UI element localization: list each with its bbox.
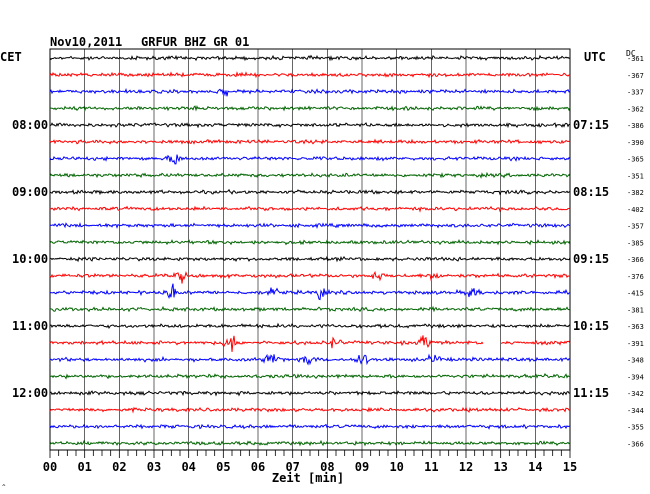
- x-tick-label: 01: [77, 460, 91, 474]
- trace-line: [49, 71, 571, 79]
- dc-offset-label: -365: [627, 156, 644, 164]
- x-tick-label: 03: [147, 460, 161, 474]
- dc-offset-label: -415: [627, 290, 644, 298]
- trace-line: [49, 270, 571, 284]
- dc-offset-label: -367: [627, 72, 644, 80]
- cet-hour-label: 12:00: [12, 386, 48, 400]
- dc-offset-label: -390: [627, 139, 644, 147]
- x-tick-label: 02: [112, 460, 126, 474]
- date-label: Nov10,2011: [50, 35, 122, 49]
- trace-line: [49, 122, 571, 129]
- dc-offset-label: -394: [627, 373, 644, 381]
- trace-line: [49, 255, 571, 263]
- dc-offset-label: -357: [627, 223, 644, 231]
- x-tick-label: 14: [528, 460, 542, 474]
- trace-line: [49, 406, 571, 414]
- x-tick-label: 13: [493, 460, 507, 474]
- trace-line: [49, 423, 571, 430]
- trace-line: [49, 87, 571, 97]
- cet-hour-label: 08:00: [12, 118, 48, 132]
- x-axis-title: Zeit [min]: [272, 471, 344, 485]
- trace-line: [49, 239, 571, 246]
- x-tick-label: 08: [320, 460, 334, 474]
- left-timezone-label: CET: [0, 50, 22, 64]
- trace-line: [49, 283, 571, 301]
- x-tick-label: 10: [389, 460, 403, 474]
- trace-group: [49, 54, 571, 447]
- station-label: GRFUR BHZ GR 01: [141, 35, 249, 49]
- trace-line: [49, 389, 571, 397]
- dc-offset-label: -337: [627, 89, 644, 97]
- trace-line: [49, 222, 571, 230]
- dc-label: DC: [626, 49, 636, 58]
- trace-line: [49, 439, 571, 447]
- dc-offset-label: -366: [627, 256, 644, 264]
- trace-line: [49, 373, 570, 380]
- utc-hour-label: 09:15: [573, 252, 609, 266]
- cet-hour-label: 10:00: [12, 252, 48, 266]
- utc-hour-label: 08:15: [573, 185, 609, 199]
- dc-offset-label: -391: [627, 340, 644, 348]
- trace-line: [49, 54, 571, 62]
- dc-offset-label: -366: [627, 440, 644, 448]
- trace-line: [49, 353, 571, 366]
- dc-offset-label: -361: [627, 55, 644, 63]
- dc-offset-label: -344: [627, 407, 644, 415]
- dc-offset-label: -385: [627, 239, 644, 247]
- trace-line: [49, 154, 571, 165]
- x-tick-label: 05: [216, 460, 230, 474]
- trace-line: [49, 188, 571, 196]
- dc-offset-label: -351: [627, 172, 644, 180]
- utc-hour-label: 11:15: [573, 386, 609, 400]
- trace-line: [50, 105, 571, 112]
- dc-offset-label: -402: [627, 206, 644, 214]
- dc-offset-label: -382: [627, 189, 644, 197]
- dc-offset-label: -348: [627, 357, 644, 365]
- x-tick-label: 00: [43, 460, 57, 474]
- trace-line: [49, 171, 571, 179]
- x-tick-label: 06: [251, 460, 265, 474]
- dc-offset-label: -342: [627, 390, 644, 398]
- corner-mark: ^: [2, 484, 6, 491]
- right-timezone-label: UTC: [584, 50, 606, 64]
- x-tick-label: 12: [459, 460, 473, 474]
- trace-line: [49, 205, 571, 213]
- x-tick-label: 15: [563, 460, 577, 474]
- dc-offset-label: -386: [627, 122, 644, 130]
- dc-offset-label: -376: [627, 273, 644, 281]
- trace-line: [49, 138, 571, 145]
- trace-line: [49, 335, 571, 352]
- utc-hour-label: 07:15: [573, 118, 609, 132]
- trace-line: [49, 322, 571, 329]
- axis-labels: -361 -367 -337 -362 -386 -390 -365 -351 -382 -402…: [12, 55, 644, 474]
- dc-offset-label: -362: [627, 105, 644, 113]
- dc-offset-label: -381: [627, 306, 644, 314]
- grid-lines: [49, 48, 571, 451]
- x-tick-label: 09: [355, 460, 369, 474]
- trace-line: [50, 305, 571, 313]
- dc-offset-label: -363: [627, 323, 644, 331]
- cet-hour-label: 11:00: [12, 319, 48, 333]
- x-tick-label: 04: [181, 460, 195, 474]
- dc-offset-label: -355: [627, 424, 644, 432]
- cet-hour-label: 09:00: [12, 185, 48, 199]
- utc-hour-label: 10:15: [573, 319, 609, 333]
- x-tick-label: 07: [285, 460, 299, 474]
- x-tick-label: 11: [424, 460, 438, 474]
